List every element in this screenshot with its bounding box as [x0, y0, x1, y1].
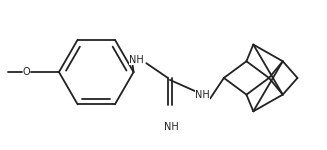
- Text: NH: NH: [195, 90, 210, 100]
- Text: O: O: [23, 67, 30, 77]
- Text: NH: NH: [129, 55, 144, 65]
- Text: NH: NH: [164, 122, 179, 132]
